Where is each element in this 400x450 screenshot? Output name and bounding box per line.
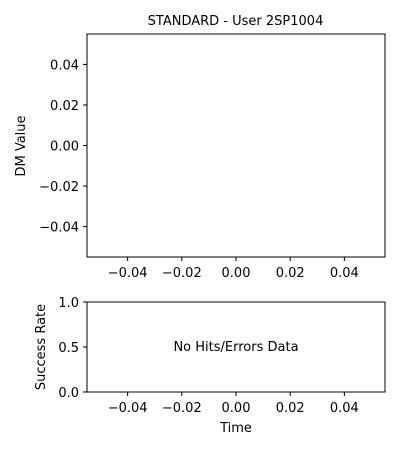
y-tick-label: 0.5 <box>58 341 79 356</box>
x-tick-label: 0.00 <box>222 266 251 281</box>
bottom-chart-x-ticks: −0.04 −0.02 0.00 0.02 0.04 <box>108 392 359 416</box>
x-tick-label: −0.04 <box>108 266 148 281</box>
x-tick-label: −0.02 <box>162 401 202 416</box>
x-tick-label: 0.04 <box>330 266 359 281</box>
bottom-chart-y-axis-label: Success Rate <box>34 304 49 390</box>
y-tick-label: 0.02 <box>50 99 79 114</box>
x-tick-label: 0.04 <box>330 401 359 416</box>
y-tick-label: 0.00 <box>50 140 79 155</box>
no-data-annotation: No Hits/Errors Data <box>173 340 298 355</box>
top-chart-title: STANDARD - User 2SP1004 <box>148 14 324 29</box>
y-tick-label: 0.0 <box>58 386 79 401</box>
y-tick-label: −0.02 <box>39 180 79 195</box>
y-tick-label: −0.04 <box>39 221 79 236</box>
top-chart-plot-area <box>86 33 386 258</box>
bottom-chart-y-ticks: 0.0 0.5 1.0 <box>58 296 87 401</box>
top-chart-y-ticks: −0.04 −0.02 0.00 0.02 0.04 <box>39 58 87 236</box>
top-chart: STANDARD - User 2SP1004 −0.04 −0.02 0.00 0.… <box>14 14 386 281</box>
x-tick-label: 0.02 <box>276 401 305 416</box>
top-chart-y-axis-label: DM Value <box>14 115 29 176</box>
top-chart-x-ticks: −0.04 −0.02 0.00 0.02 0.04 <box>108 257 359 281</box>
y-tick-label: 1.0 <box>58 296 79 311</box>
x-tick-label: 0.00 <box>222 401 251 416</box>
x-tick-label: −0.02 <box>162 266 202 281</box>
x-tick-label: −0.04 <box>108 401 148 416</box>
bottom-chart: −0.04 −0.02 0.00 0.02 0.04 0.0 0.5 1.0 No Hits… <box>34 296 386 436</box>
y-tick-label: 0.04 <box>50 58 79 73</box>
bottom-chart-x-axis-label: Time <box>219 421 252 436</box>
x-tick-label: 0.02 <box>276 266 305 281</box>
